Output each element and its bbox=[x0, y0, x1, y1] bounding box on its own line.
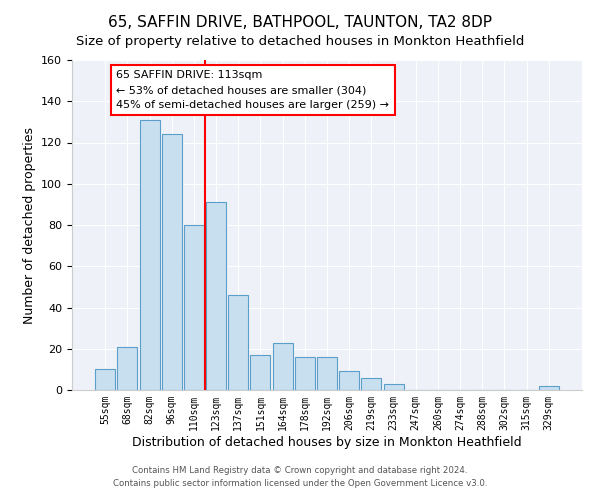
Bar bbox=[250, 355, 271, 390]
Text: 65, SAFFIN DRIVE, BATHPOOL, TAUNTON, TA2 8DP: 65, SAFFIN DRIVE, BATHPOOL, TAUNTON, TA2… bbox=[108, 15, 492, 30]
Bar bbox=[118, 346, 137, 390]
Text: Size of property relative to detached houses in Monkton Heathfield: Size of property relative to detached ho… bbox=[76, 35, 524, 48]
Bar bbox=[206, 202, 226, 390]
Text: Contains HM Land Registry data © Crown copyright and database right 2024.
Contai: Contains HM Land Registry data © Crown c… bbox=[113, 466, 487, 487]
Bar bbox=[361, 378, 382, 390]
Bar bbox=[295, 357, 315, 390]
Text: 65 SAFFIN DRIVE: 113sqm
← 53% of detached houses are smaller (304)
45% of semi-d: 65 SAFFIN DRIVE: 113sqm ← 53% of detache… bbox=[116, 70, 389, 110]
Bar bbox=[317, 357, 337, 390]
Bar bbox=[272, 342, 293, 390]
Y-axis label: Number of detached properties: Number of detached properties bbox=[23, 126, 35, 324]
Bar bbox=[383, 384, 404, 390]
Bar bbox=[95, 370, 115, 390]
Bar bbox=[162, 134, 182, 390]
X-axis label: Distribution of detached houses by size in Monkton Heathfield: Distribution of detached houses by size … bbox=[132, 436, 522, 448]
Bar bbox=[228, 295, 248, 390]
Bar bbox=[339, 372, 359, 390]
Bar bbox=[184, 225, 204, 390]
Bar bbox=[539, 386, 559, 390]
Bar bbox=[140, 120, 160, 390]
